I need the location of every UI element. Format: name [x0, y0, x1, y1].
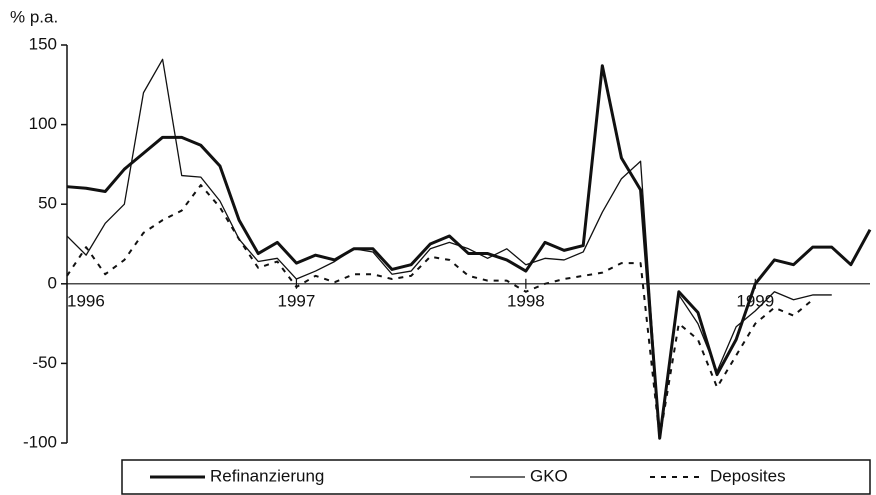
- legend-label: Refinanzierung: [210, 466, 324, 485]
- legend-label: Deposites: [710, 466, 786, 485]
- x-tick-label: 1996: [67, 291, 105, 310]
- x-tick-label: 1997: [278, 291, 316, 310]
- y-tick-label: 0: [48, 273, 57, 292]
- x-tick-label: 1999: [736, 291, 774, 310]
- series-line: [66, 64, 872, 440]
- y-tick-label: 100: [29, 114, 57, 133]
- series-line: [66, 184, 814, 440]
- y-tick-label: -50: [32, 353, 57, 372]
- y-tick-label: 150: [29, 34, 57, 53]
- series-line: [66, 58, 832, 439]
- x-tick-label: 1998: [507, 291, 545, 310]
- y-tick-label: -100: [23, 432, 57, 451]
- legend-box: [121, 459, 871, 495]
- y-tick-label: 50: [38, 194, 57, 213]
- legend-label: GKO: [530, 466, 568, 485]
- y-axis-label: % p.a.: [10, 7, 58, 26]
